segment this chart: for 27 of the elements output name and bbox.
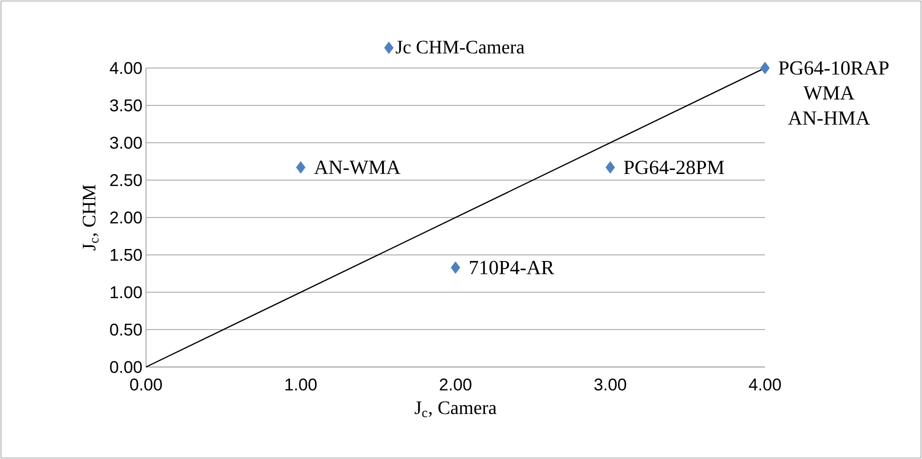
point [296, 161, 306, 174]
x-tick-label: 2.00 [440, 378, 472, 391]
annotation: WMA [803, 86, 854, 100]
annotation: AN-WMA [314, 160, 400, 174]
y-tick-label: 0.50 [110, 324, 142, 336]
y-tick-label: 1.00 [110, 286, 142, 298]
point [606, 161, 615, 174]
x-tick-label: 1.00 [286, 378, 317, 391]
y-tick-label: 3.50 [110, 99, 142, 112]
x-axis-title: J$_{c}$, Camera [414, 401, 496, 418]
point [760, 62, 770, 74]
y-tick-label: 1.50 [110, 248, 142, 261]
annotation: AN-HMA [788, 111, 870, 125]
x-tick-label: 3.00 [594, 378, 626, 391]
y-tick-label: 4.00 [110, 62, 142, 74]
y-tick-label: 3.00 [110, 136, 142, 149]
x-tick-label: 0.00 [130, 378, 162, 391]
annotation: 710P4-AR [470, 260, 554, 274]
y-tick-label: 2.50 [110, 174, 142, 186]
y-tick-label: 0.00 [110, 360, 142, 374]
x-tick-label: 4.00 [748, 378, 781, 391]
y-tick-label: 2.00 [110, 211, 142, 224]
legend-label: Jc CHM-Camera [396, 40, 524, 54]
annotation: PG64-10RAP [778, 61, 889, 75]
y-axis-title: J$_{c}$, CHM [82, 184, 99, 250]
annotation: PG64-28PM [624, 160, 724, 174]
point [450, 261, 460, 274]
